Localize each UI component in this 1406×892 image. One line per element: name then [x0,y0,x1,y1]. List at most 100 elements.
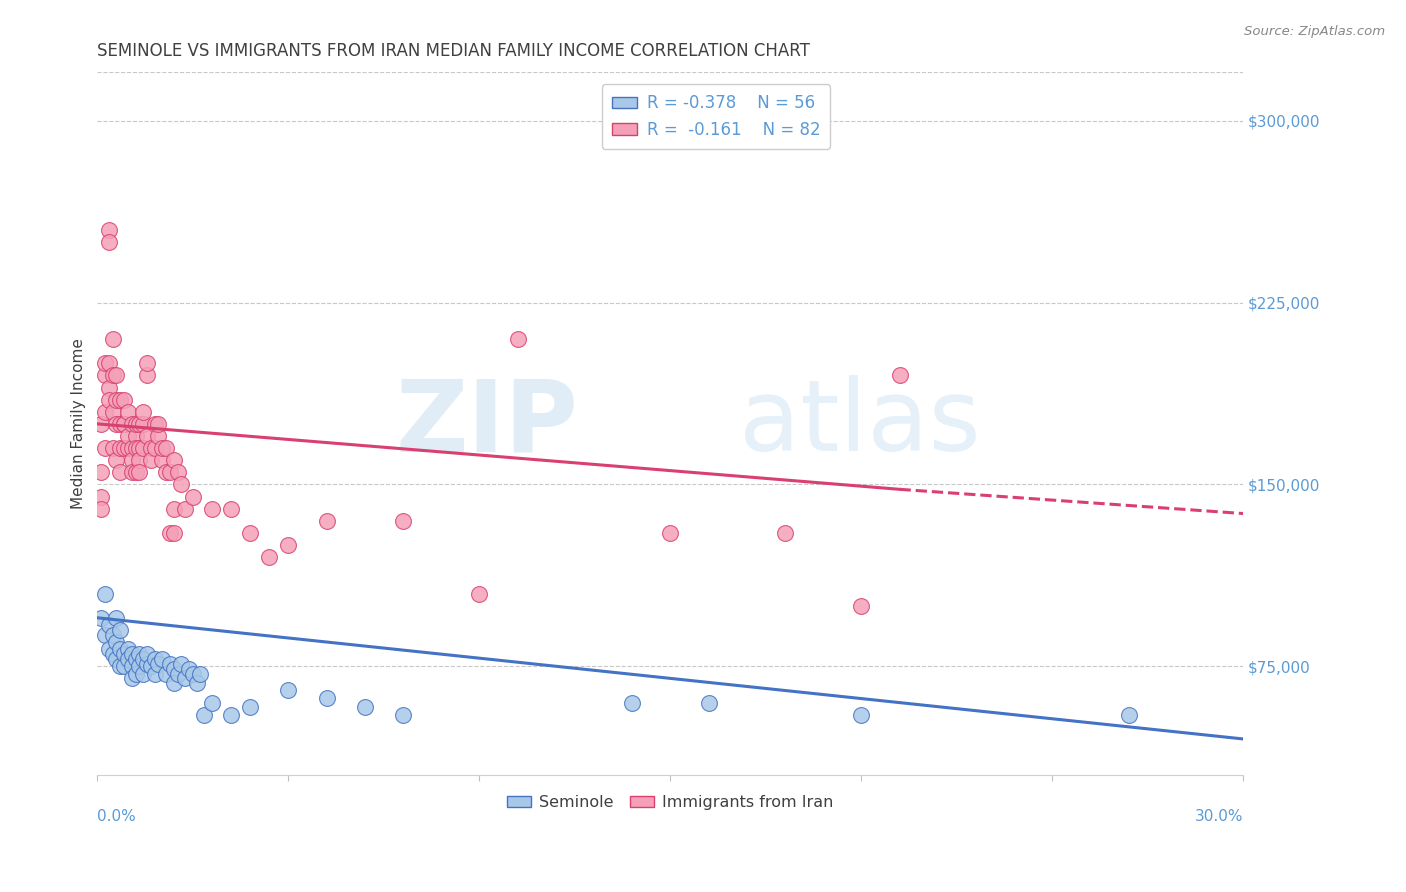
Point [136,647,159,661]
Point [94,356,117,370]
Legend: Seminole, Immigrants from Iran: Seminole, Immigrants from Iran [501,789,839,816]
Point [143,417,166,431]
Point [889,368,911,383]
Point [132,666,155,681]
Point [112,392,135,407]
Point [90,490,112,504]
Point [143,666,166,681]
Point [97,392,120,407]
Point [110,623,132,637]
Point [132,441,155,455]
Point [150,453,173,467]
Point [392,707,415,722]
Text: 0.0%: 0.0% [97,809,136,824]
Point [259,550,281,565]
Point [159,466,181,480]
Point [773,525,796,540]
Point [143,441,166,455]
Point [177,662,200,676]
Point [148,429,170,443]
Point [163,525,186,540]
Point [174,672,197,686]
Point [201,696,224,710]
Point [94,441,117,455]
Text: ZIP: ZIP [396,376,579,473]
Point [697,696,720,710]
Point [117,429,139,443]
Point [186,676,208,690]
Point [97,380,120,394]
Point [128,441,150,455]
Point [124,652,146,666]
Text: Source: ZipAtlas.com: Source: ZipAtlas.com [1244,25,1385,38]
Point [101,647,124,661]
Point [117,642,139,657]
Point [163,662,186,676]
Point [121,453,143,467]
Point [166,466,188,480]
Point [101,368,124,383]
Point [105,453,128,467]
Point [128,659,150,673]
Point [112,417,135,431]
Point [94,368,117,383]
Point [136,356,159,370]
Point [170,657,193,671]
Point [94,586,117,600]
Point [277,538,299,552]
Point [110,642,132,657]
Point [201,501,224,516]
Point [105,368,128,383]
Point [117,652,139,666]
Point [170,477,193,491]
Point [190,666,212,681]
Point [621,696,644,710]
Point [94,628,117,642]
Point [124,666,146,681]
Point [163,676,186,690]
Point [219,707,242,722]
Point [121,672,143,686]
Point [163,501,186,516]
Point [136,429,159,443]
Point [94,405,117,419]
Point [90,501,112,516]
Point [101,628,124,642]
Point [139,453,162,467]
Point [315,514,337,528]
Point [1118,707,1140,722]
Point [132,417,155,431]
Point [155,441,177,455]
Point [219,501,242,516]
Point [128,453,150,467]
Point [159,657,181,671]
Point [97,356,120,370]
Point [110,659,132,673]
Point [239,525,262,540]
Point [112,417,135,431]
Point [117,405,139,419]
Point [506,332,529,346]
Point [239,700,262,714]
Point [155,466,177,480]
Point [121,466,143,480]
Point [112,647,135,661]
Point [132,652,155,666]
Point [101,441,124,455]
Point [97,618,120,632]
Point [277,683,299,698]
Point [136,368,159,383]
Point [121,417,143,431]
Point [139,659,162,673]
Point [124,466,146,480]
Point [90,466,112,480]
Text: atlas: atlas [740,376,981,473]
Point [148,417,170,431]
Point [101,332,124,346]
Point [121,659,143,673]
Point [112,441,135,455]
Point [110,466,132,480]
Point [136,657,159,671]
Point [121,647,143,661]
Point [181,490,204,504]
